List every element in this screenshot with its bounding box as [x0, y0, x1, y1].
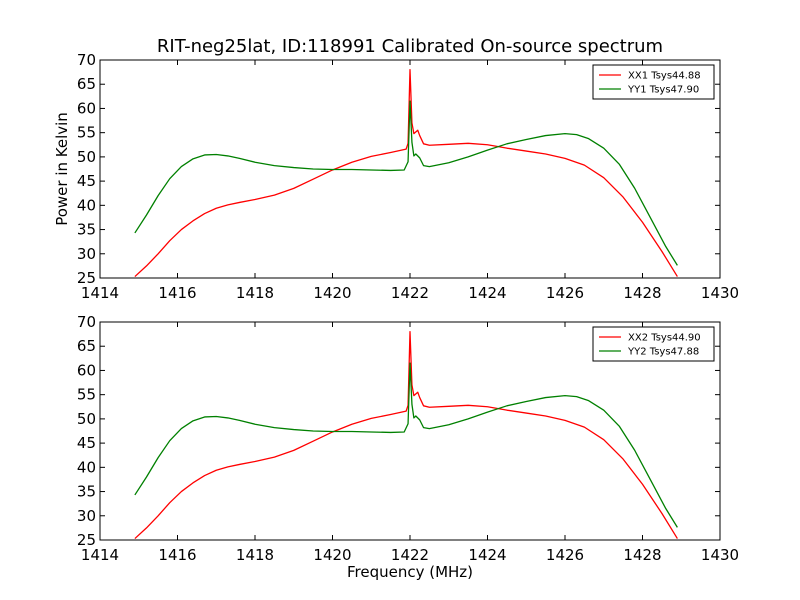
y-tick-label: 45	[77, 172, 96, 190]
x-tick-label: 1428	[623, 546, 661, 564]
y-tick-label: 30	[77, 507, 96, 525]
x-tick-label: 1420	[313, 546, 351, 564]
y-tick-label: 30	[77, 245, 96, 263]
x-tick-label: 1424	[468, 284, 506, 302]
y-tick-label: 60	[77, 361, 96, 379]
x-tick-label: 1426	[546, 284, 584, 302]
y-tick-label: 65	[77, 75, 96, 93]
legend-box	[592, 64, 715, 100]
x-tick-label: 1430	[701, 546, 739, 564]
legend-label: YY1 Tsys47.90	[627, 85, 699, 96]
y-tick-label: 55	[77, 386, 96, 404]
y-tick-label: 55	[77, 124, 96, 142]
x-tick-label: 1422	[391, 546, 429, 564]
y-tick-label: 50	[77, 410, 96, 428]
y-tick-label: 60	[77, 99, 96, 117]
x-tick-label: 1416	[158, 284, 196, 302]
x-tick-label: 1414	[81, 284, 119, 302]
y-tick-label: 35	[77, 221, 96, 239]
x-tick-label: 1424	[468, 546, 506, 564]
series-line-1-2	[134, 100, 678, 266]
legend-box	[592, 326, 715, 362]
x-axis-label: Frequency (MHz)	[347, 563, 473, 581]
y-tick-label: 40	[77, 196, 96, 214]
y-tick-label: 35	[77, 483, 96, 501]
y-tick-label: 50	[77, 148, 96, 166]
x-tick-label: 1430	[701, 284, 739, 302]
y-axis-label: Power in Kelvin	[53, 112, 71, 226]
chart-panel-1: 1414 1416 1418 1420 1422 1424 1426 1428 1430 25 30…	[77, 51, 739, 302]
x-tick-label: 1428	[623, 284, 661, 302]
legend: XX2 Tsys44.90 YY2 Tsys47.88	[592, 326, 715, 362]
series-line-2-2	[134, 362, 678, 528]
legend-label: XX2 Tsys44.90	[628, 333, 701, 344]
y-tick-label: 65	[77, 337, 96, 355]
series-line-1-1	[134, 69, 678, 278]
y-tick-label: 25	[77, 269, 96, 287]
x-tick-label: 1418	[236, 284, 274, 302]
y-tick-label: 70	[77, 51, 96, 69]
y-tick-label: 45	[77, 434, 96, 452]
y-tick-label: 25	[77, 531, 96, 549]
x-tick-label: 1416	[158, 546, 196, 564]
x-tick-label: 1422	[391, 284, 429, 302]
legend-label: XX1 Tsys44.88	[628, 71, 701, 82]
x-tick-label: 1426	[546, 546, 584, 564]
x-tick-label: 1420	[313, 284, 351, 302]
legend: XX1 Tsys44.88 YY1 Tsys47.90	[592, 64, 715, 100]
chart-panel-2: 1414 1416 1418 1420 1422 1424 1426 1428 1430 25 30…	[77, 313, 739, 564]
y-tick-label: 40	[77, 458, 96, 476]
x-tick-label: 1414	[81, 546, 119, 564]
x-tick-label: 1418	[236, 546, 274, 564]
series-line-2-1	[134, 331, 678, 540]
figure-title: RIT-neg25lat, ID:118991 Calibrated On-so…	[157, 36, 663, 57]
legend-label: YY2 Tsys47.88	[627, 347, 699, 358]
y-tick-label: 70	[77, 313, 96, 331]
